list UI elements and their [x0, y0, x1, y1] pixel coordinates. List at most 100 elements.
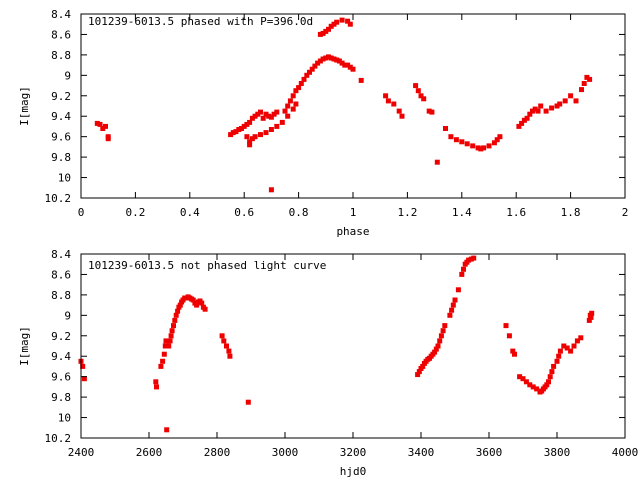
data-point [263, 111, 269, 117]
y-tick-label: 8.8 [51, 49, 71, 62]
data-point [249, 115, 255, 121]
x-tick-label: 0 [78, 206, 85, 219]
data-point [588, 314, 594, 320]
data-point [97, 121, 103, 127]
y-axis-label: I[mag] [18, 86, 31, 126]
x-tick-label: 0.8 [289, 206, 309, 219]
data-point [435, 343, 441, 349]
plot-frame [80, 13, 626, 199]
data-point [219, 333, 225, 339]
data-point [494, 137, 500, 143]
data-point [415, 88, 421, 94]
data-point [247, 119, 253, 125]
data-point [546, 379, 551, 385]
data-point [285, 103, 291, 109]
data-point [475, 145, 481, 151]
x-tick-label: 0.4 [180, 206, 200, 219]
data-point [579, 87, 584, 93]
data-point [94, 120, 100, 126]
x-tick-label: 4000 [612, 446, 639, 459]
data-point [429, 109, 435, 115]
data-points [78, 255, 595, 433]
data-point [571, 343, 577, 349]
data-point [391, 101, 397, 107]
data-point [175, 308, 181, 314]
data-point [464, 141, 470, 147]
data-point [421, 96, 427, 102]
x-tick-label: 1.6 [506, 206, 526, 219]
y-tick-label: 9.2 [51, 330, 71, 343]
data-point [258, 132, 263, 138]
data-point [230, 130, 236, 136]
data-point [543, 108, 549, 114]
data-point [470, 143, 476, 149]
data-point [233, 129, 239, 135]
data-point [331, 56, 337, 62]
data-point [519, 120, 525, 126]
data-point [105, 136, 111, 142]
data-point [453, 137, 459, 143]
data-point [315, 60, 321, 66]
data-point [527, 111, 533, 117]
data-point [461, 266, 466, 272]
data-point [544, 382, 550, 388]
data-point [290, 93, 296, 99]
data-point [290, 106, 296, 112]
data-point [177, 302, 183, 308]
unphased-light-curve-panel: 2400 2600 2800 3000 3200 3400 3600 3800 4000 8.4 8… [18, 248, 638, 478]
data-point [161, 351, 167, 357]
data-point [521, 117, 527, 123]
x-tick-label: 3600 [476, 446, 503, 459]
data-point [578, 335, 584, 341]
data-point [153, 379, 159, 385]
data-point [438, 333, 444, 339]
data-point [309, 66, 315, 72]
data-point [433, 346, 439, 352]
data-point [228, 132, 234, 138]
x-tick-label: 2600 [136, 446, 163, 459]
data-point [334, 19, 340, 25]
data-point [416, 369, 422, 375]
data-point [557, 348, 563, 354]
data-point [523, 379, 529, 385]
data-point [163, 338, 169, 344]
data-point [452, 297, 458, 303]
data-point [326, 54, 331, 60]
y-tick-label: 9.8 [51, 391, 71, 404]
data-point [443, 126, 448, 131]
data-point [549, 369, 555, 375]
data-point [486, 143, 492, 149]
y-tick-label: 9.4 [51, 110, 71, 123]
data-point [471, 255, 477, 261]
data-point [491, 140, 497, 146]
data-point [169, 328, 175, 334]
x-tick-label: 2400 [68, 446, 95, 459]
data-point [589, 310, 595, 316]
data-point [420, 363, 426, 369]
data-point [554, 358, 560, 364]
x-tick-label: 3400 [408, 446, 435, 459]
data-point [249, 136, 255, 142]
data-point [252, 134, 258, 140]
data-point [162, 343, 168, 349]
data-point [339, 17, 345, 23]
data-point [320, 56, 326, 62]
data-point [287, 98, 293, 104]
data-point [236, 127, 242, 132]
data-point [260, 115, 266, 121]
data-point [442, 323, 448, 329]
data-point [510, 348, 516, 354]
data-point [274, 109, 280, 115]
chart-title: 101239-6013.5 phased with P=396.0d [88, 15, 313, 28]
data-point [166, 343, 172, 349]
data-point [160, 358, 166, 364]
data-point [244, 134, 250, 140]
data-point [549, 105, 555, 111]
data-point [320, 30, 326, 36]
data-point [455, 287, 461, 293]
data-point [581, 81, 587, 86]
data-point [304, 72, 310, 78]
data-point [450, 302, 456, 308]
data-point [296, 85, 302, 91]
x-tick-label: 2800 [204, 446, 231, 459]
